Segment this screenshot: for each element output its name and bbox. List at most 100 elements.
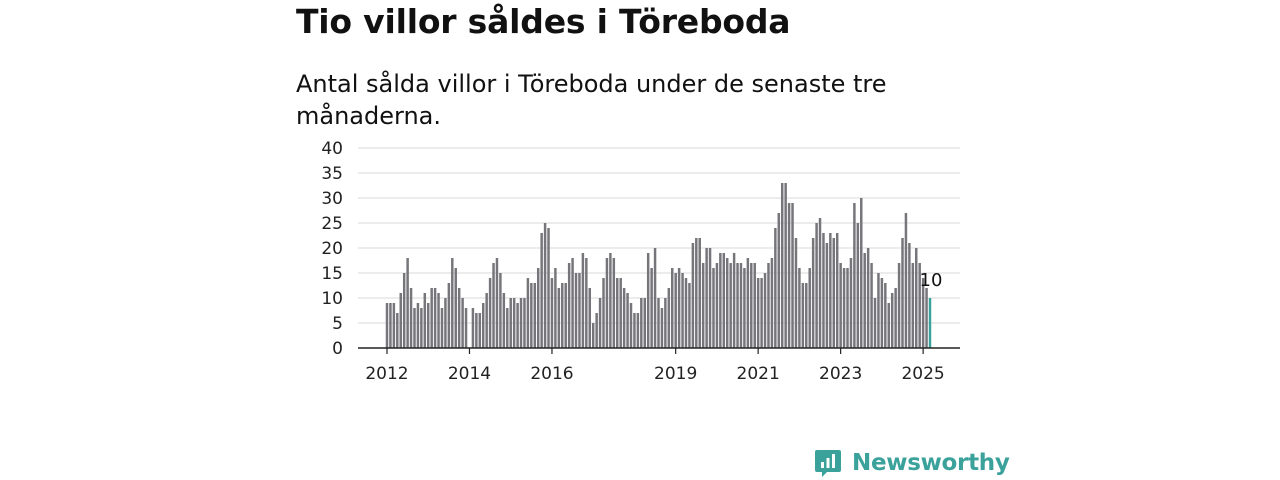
bar <box>842 268 846 348</box>
bar <box>492 263 495 348</box>
bar <box>437 293 440 348</box>
bar <box>832 238 836 348</box>
bar <box>750 263 753 348</box>
chart-subtitle: Antal sålda villor i Töreboda under de s… <box>296 70 887 130</box>
bar <box>454 268 457 348</box>
bar <box>643 298 646 348</box>
bar <box>451 258 454 348</box>
bar <box>447 283 451 348</box>
bar <box>481 303 485 348</box>
y-tick-label: 20 <box>321 239 343 259</box>
bar <box>420 308 423 348</box>
bar <box>622 288 626 348</box>
bar <box>784 183 787 348</box>
y-tick-label: 15 <box>321 264 343 284</box>
bar <box>777 213 781 348</box>
bar <box>430 288 433 348</box>
bar <box>901 238 904 348</box>
bar <box>815 223 818 348</box>
bar <box>880 278 884 348</box>
bar <box>736 263 739 348</box>
bar <box>574 273 578 348</box>
bar <box>808 268 811 348</box>
bar <box>464 308 468 348</box>
bar <box>485 293 488 348</box>
bar <box>653 248 657 348</box>
bar <box>811 238 815 348</box>
bar <box>512 298 516 348</box>
bar <box>567 263 571 348</box>
bar <box>392 303 396 348</box>
bar <box>835 233 839 348</box>
bar <box>760 278 763 348</box>
bar <box>729 263 732 348</box>
bar <box>657 298 660 348</box>
bar <box>530 283 533 348</box>
bar <box>561 283 564 348</box>
bar <box>523 298 526 348</box>
bar <box>416 303 420 348</box>
x-tick-label: 2023 <box>819 364 862 384</box>
bar <box>471 308 475 348</box>
bar <box>619 278 622 348</box>
bar <box>925 288 928 348</box>
bar <box>399 293 402 348</box>
bar <box>798 268 801 348</box>
bar <box>516 303 519 348</box>
bar <box>602 278 605 348</box>
bar <box>767 263 770 348</box>
bar <box>581 253 585 348</box>
bar <box>612 258 616 348</box>
bar <box>495 258 499 348</box>
bar <box>423 293 427 348</box>
bar <box>719 253 722 348</box>
bar <box>646 253 650 348</box>
bar <box>616 278 619 348</box>
bar <box>478 313 482 348</box>
y-tick-label: 35 <box>321 164 343 184</box>
brand: Newsworthy <box>814 446 1010 480</box>
chart-title: Tio villor såldes i Töreboda <box>296 2 791 41</box>
bar <box>671 268 674 348</box>
bar <box>770 258 774 348</box>
bar <box>688 283 691 348</box>
bar <box>536 268 540 348</box>
bar <box>681 273 684 348</box>
bar <box>787 203 791 348</box>
x-tick-label: 2021 <box>737 364 780 384</box>
bar <box>550 278 554 348</box>
bar <box>402 273 406 348</box>
bar <box>849 258 853 348</box>
bar <box>440 308 444 348</box>
bar-highlight <box>928 298 932 348</box>
bar <box>406 258 409 348</box>
bar <box>866 248 870 348</box>
bar <box>533 283 537 348</box>
bar <box>664 298 667 348</box>
bar <box>780 183 784 348</box>
bar <box>825 243 829 348</box>
bar <box>598 298 602 348</box>
bar <box>877 273 880 348</box>
bar <box>705 248 708 348</box>
bar-value-label: 10 <box>920 270 943 291</box>
bar <box>915 248 918 348</box>
bar <box>444 298 447 348</box>
bar <box>856 223 860 348</box>
bar <box>870 263 873 348</box>
newsworthy-logo-icon <box>815 450 841 477</box>
bar <box>918 263 921 348</box>
x-tick-label: 2012 <box>365 364 408 384</box>
bar <box>753 263 756 348</box>
bar <box>540 233 543 348</box>
bar <box>725 258 729 348</box>
bar <box>636 313 640 348</box>
bar <box>887 303 890 348</box>
bar <box>660 308 664 348</box>
bar <box>791 203 794 348</box>
bar <box>732 253 736 348</box>
bar <box>640 298 643 348</box>
bar <box>396 313 399 348</box>
bar <box>712 268 715 348</box>
